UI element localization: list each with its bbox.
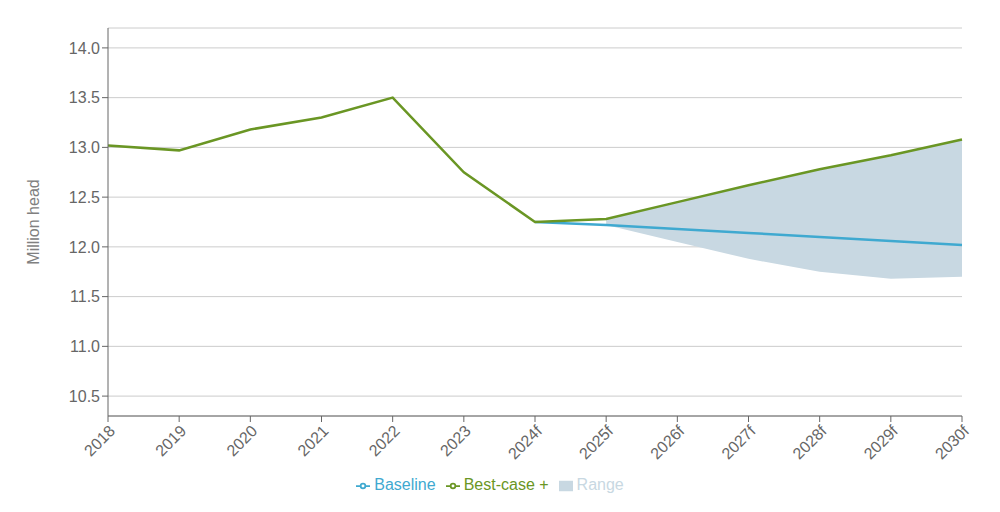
svg-text:2030f: 2030f (932, 422, 973, 463)
svg-text:11.5: 11.5 (70, 288, 100, 305)
svg-text:Million head: Million head (25, 179, 42, 264)
svg-text:2019: 2019 (152, 422, 189, 459)
svg-text:10.5: 10.5 (69, 388, 100, 405)
svg-text:13.5: 13.5 (69, 89, 100, 106)
svg-text:2029f: 2029f (861, 422, 902, 463)
svg-text:2024f: 2024f (505, 422, 546, 463)
svg-text:2022: 2022 (366, 422, 403, 459)
svg-text:2027f: 2027f (718, 422, 759, 463)
svg-text:2021: 2021 (294, 422, 331, 459)
svg-text:2023: 2023 (437, 422, 474, 459)
svg-text:13.0: 13.0 (69, 139, 100, 156)
svg-text:14.0: 14.0 (69, 40, 100, 57)
html-text:Best-case +: Best-case + (463, 476, 549, 493)
svg-text:12.0: 12.0 (69, 239, 100, 256)
html-text:Range: Range (576, 476, 624, 493)
svg-text:2018: 2018 (81, 422, 118, 459)
svg-text:2025f: 2025f (576, 422, 617, 463)
svg-text:2026f: 2026f (647, 422, 688, 463)
svg-text:12.5: 12.5 (69, 189, 100, 206)
svg-text:2028f: 2028f (789, 422, 830, 463)
svg-text:2020: 2020 (223, 422, 260, 459)
svg-text:11.0: 11.0 (70, 338, 100, 355)
html-text:Baseline: Baseline (374, 476, 436, 493)
